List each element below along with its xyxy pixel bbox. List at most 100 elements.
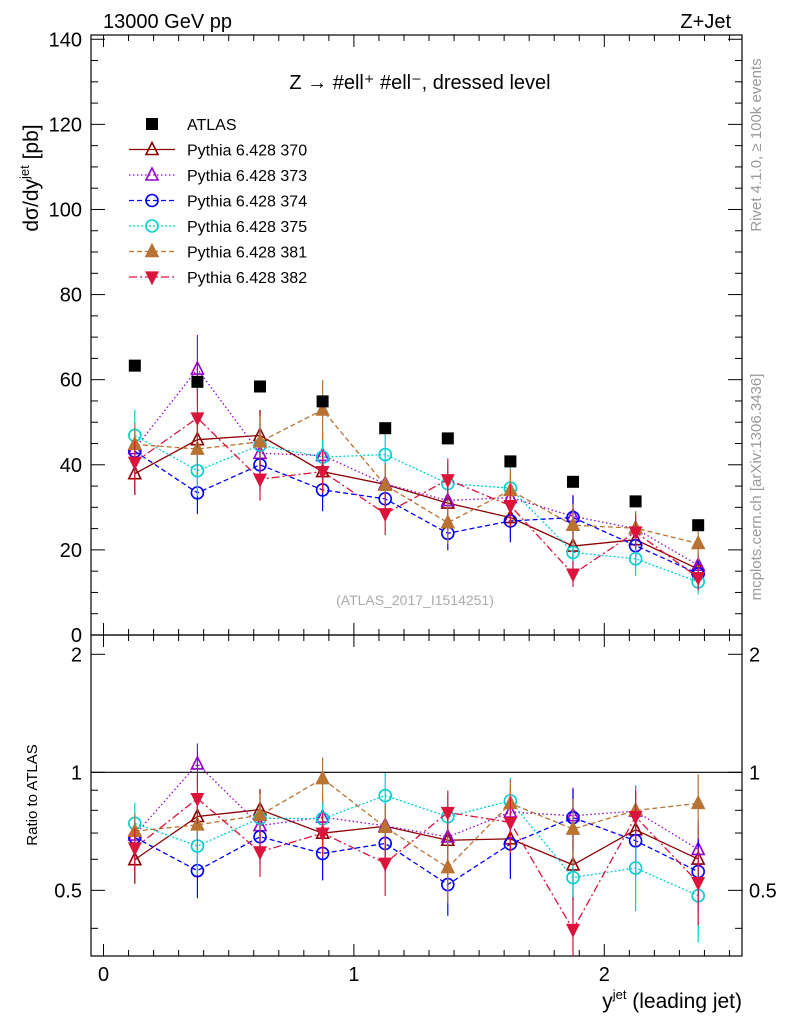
ratio-tick-label: 1 xyxy=(71,762,82,784)
legend-label: Pythia 6.428 373 xyxy=(187,168,307,185)
ratio-tick-label: 2 xyxy=(71,644,82,666)
y-tick-label: 0 xyxy=(71,625,82,647)
y-tick-label: 40 xyxy=(60,455,82,477)
ratio-point xyxy=(252,806,268,821)
ratio-series-line xyxy=(134,797,699,931)
ratio-point xyxy=(253,846,267,861)
mcplots-label: mcplots.cern.ch [arXiv:1306.3436] xyxy=(748,374,765,601)
legend-entry: Pythia 6.428 381 xyxy=(129,242,307,262)
main-series-group xyxy=(127,335,706,595)
legend-entry: Pythia 6.428 373 xyxy=(129,166,307,185)
data-point xyxy=(441,432,454,445)
legend-marker xyxy=(145,219,159,233)
ratio-point xyxy=(378,788,393,803)
ratio-point xyxy=(190,816,205,831)
data-point xyxy=(316,395,329,408)
series-pythia-6.428-375 xyxy=(128,409,705,595)
data-point xyxy=(190,440,205,455)
ratio-series-pythia-6.428-374 xyxy=(128,789,705,916)
series-pythia-6.428-374 xyxy=(128,429,705,587)
ratio-point xyxy=(690,794,706,810)
ratio-point xyxy=(315,769,330,785)
data-point xyxy=(691,571,706,586)
y-tick-label: 100 xyxy=(49,199,82,221)
x-axis-label-main: y xyxy=(602,990,613,1013)
data-point xyxy=(690,534,706,550)
legend-marker xyxy=(144,242,160,258)
data-point xyxy=(503,500,518,514)
legend-entry: ATLAS xyxy=(146,117,237,134)
data-point xyxy=(254,380,267,393)
y-tick-label: 80 xyxy=(60,285,82,307)
data-point xyxy=(504,455,517,468)
x-tick-label: 2 xyxy=(599,964,610,986)
y-axis-label-sup: jet xyxy=(17,165,32,180)
ratio-point xyxy=(565,820,581,835)
data-point xyxy=(128,359,141,372)
series-line xyxy=(134,417,699,579)
ratio-series-pythia-6.428-381 xyxy=(127,757,706,904)
ratio-series-pythia-6.428-375 xyxy=(128,773,705,943)
ratio-tick-label-right: 1 xyxy=(749,762,760,784)
legend-label: Pythia 6.428 375 xyxy=(187,219,307,236)
y-axis-label-main: dσ/dy xyxy=(20,178,43,231)
ratio-point xyxy=(503,816,518,831)
legend-label: Pythia 6.428 382 xyxy=(187,270,307,287)
legend-marker xyxy=(144,140,160,156)
ratio-point xyxy=(378,857,393,872)
legend-entry: Pythia 6.428 374 xyxy=(129,194,307,211)
ratio-series-line xyxy=(134,777,699,869)
ratio-point xyxy=(377,818,393,834)
data-point xyxy=(378,447,393,462)
y-tick-label: 140 xyxy=(49,29,82,51)
data-point xyxy=(628,552,643,566)
legend-marker xyxy=(145,271,159,286)
header-right: Z+Jet xyxy=(680,11,731,33)
series-pythia-6.428-381 xyxy=(127,380,706,561)
ratio-point xyxy=(440,858,456,874)
data-point xyxy=(440,474,455,489)
data-point xyxy=(378,508,393,523)
legend-label: ATLAS xyxy=(187,117,237,134)
ratio-point xyxy=(315,827,330,842)
legend-entry: Pythia 6.428 370 xyxy=(129,140,307,160)
data-point xyxy=(190,412,205,427)
data-point xyxy=(692,519,705,532)
ratio-point xyxy=(628,861,643,875)
ratio-point xyxy=(691,876,706,891)
legend-label: Pythia 6.428 381 xyxy=(187,245,307,262)
data-point xyxy=(252,433,268,448)
legend-entry: Pythia 6.428 382 xyxy=(129,270,307,287)
data-point xyxy=(440,513,456,529)
data-point xyxy=(566,475,579,488)
series-line xyxy=(134,434,699,570)
ratio-tick-label-right: 2 xyxy=(749,644,760,666)
y-axis-label: dσ/dyjet [pb] xyxy=(17,124,43,231)
data-point xyxy=(566,568,580,583)
ratio-plot-frame xyxy=(90,634,743,957)
data-point xyxy=(127,456,142,471)
legend-label: Pythia 6.428 370 xyxy=(187,143,307,160)
legend-entry: Pythia 6.428 375 xyxy=(129,219,307,236)
y-tick-label: 60 xyxy=(60,370,82,392)
watermark: (ATLAS_2017_I1514251) xyxy=(336,592,494,608)
ratio-point xyxy=(566,923,580,938)
data-point xyxy=(379,422,392,435)
series-line xyxy=(134,434,699,583)
series-line xyxy=(134,450,699,575)
x-axis-label: yjet (leading jet) xyxy=(602,987,742,1013)
x-axis-label-sup: jet xyxy=(612,987,627,1002)
y-tick-label: 120 xyxy=(49,114,82,136)
legend-label: Pythia 6.428 374 xyxy=(187,194,307,211)
legend: ATLAS Pythia 6.428 370 Pythia 6.428 373 Pyt… xyxy=(129,117,307,287)
y-tick-label: 20 xyxy=(60,540,82,562)
rivet-version-label: Rivet 4.1.0, ≥ 100k events xyxy=(748,58,765,231)
plot-title: Z → #ell⁺ #ell⁻, dressed level xyxy=(289,72,550,94)
ratio-tick-label-right: 0.5 xyxy=(749,880,777,902)
x-tick-label: 1 xyxy=(348,964,359,986)
ratio-series-line xyxy=(134,816,699,886)
data-point xyxy=(377,476,393,492)
legend-marker xyxy=(146,118,158,130)
data-point xyxy=(190,360,205,375)
